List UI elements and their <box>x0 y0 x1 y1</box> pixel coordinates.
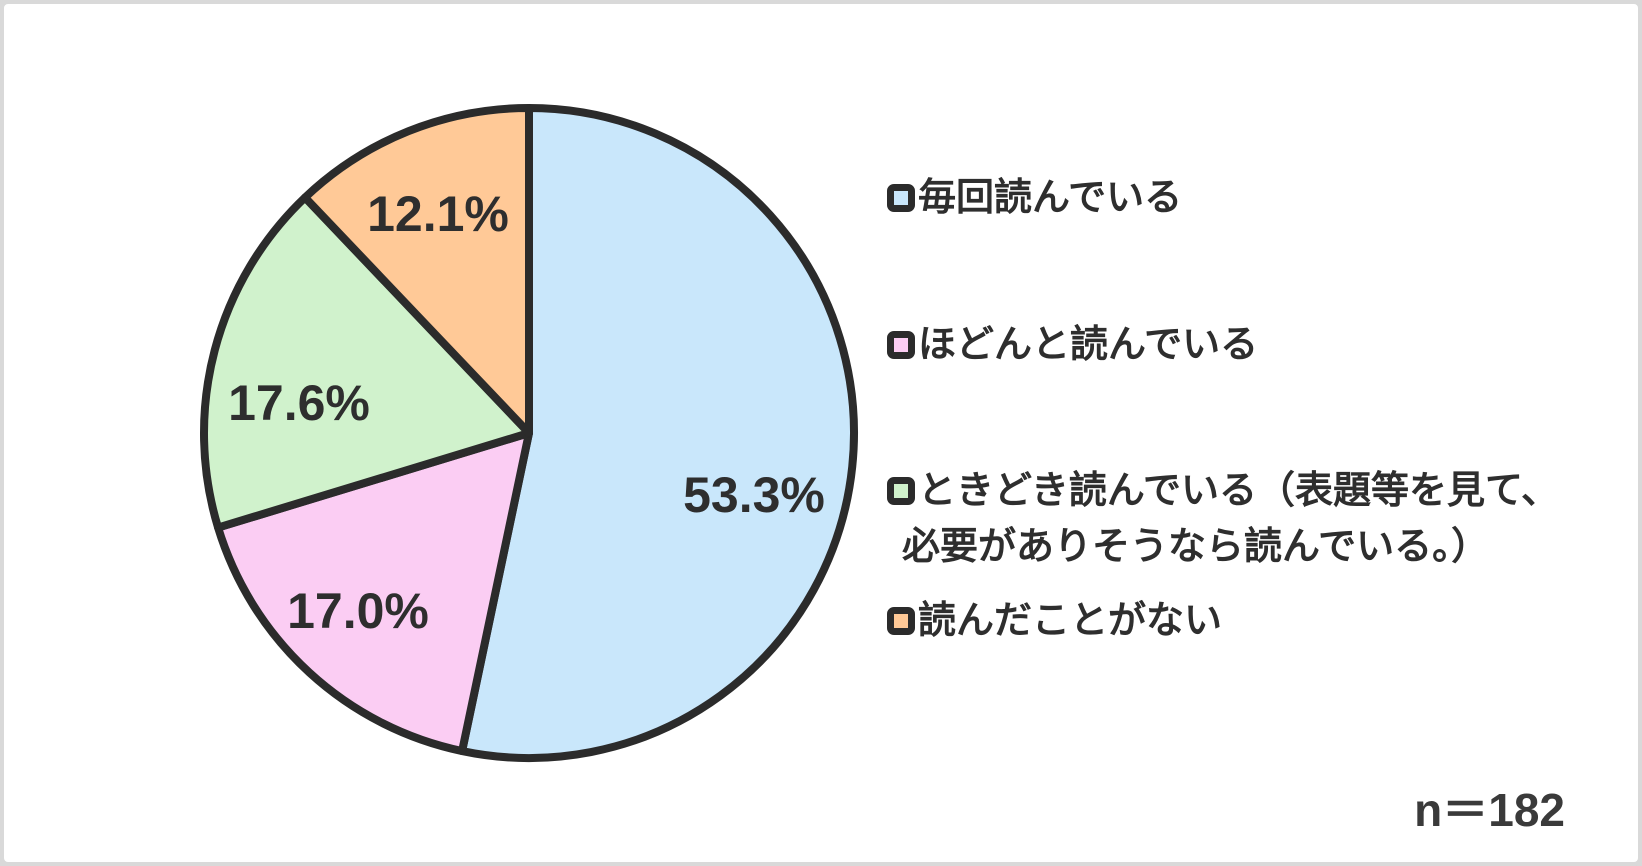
pie-slice-label-0: 53.3% <box>683 467 825 523</box>
pie-slice-label-2: 17.6% <box>228 375 370 431</box>
pie-slice-label-1: 17.0% <box>287 583 429 639</box>
legend-item-0: 毎回読んでいる <box>887 170 1182 226</box>
pie-slice-1 <box>214 429 533 756</box>
legend-marker-icon <box>887 184 915 212</box>
legend-label: 読んだことがない <box>918 600 1223 642</box>
legend-marker-icon <box>887 477 915 505</box>
legend-marker-icon <box>887 331 915 359</box>
pie-slice-label-3: 12.1% <box>367 186 509 242</box>
pie-slice-2 <box>200 193 533 532</box>
legend-label: ほどんと読んでいる <box>918 324 1259 366</box>
legend-marker-icon <box>887 607 915 635</box>
legend-label: 毎回読んでいる <box>918 177 1183 219</box>
sample-size-label: n＝182 <box>1414 784 1565 836</box>
pie-slice-0 <box>458 104 858 762</box>
legend-item-2: ときどき読んでいる（表題等を見て、 必要がありそうなら読んでいる。） <box>887 463 1559 575</box>
legend-label: ときどき読んでいる（表題等を見て、 必要がありそうなら読んでいる。） <box>902 470 1560 568</box>
legend-item-1: ほどんと読んでいる <box>887 317 1258 373</box>
pie-slice-3 <box>301 104 533 437</box>
legend-item-3: 読んだことがない <box>887 593 1222 649</box>
pie-chart: 53.3% 17.0% 17.6% 12.1% <box>200 104 858 762</box>
